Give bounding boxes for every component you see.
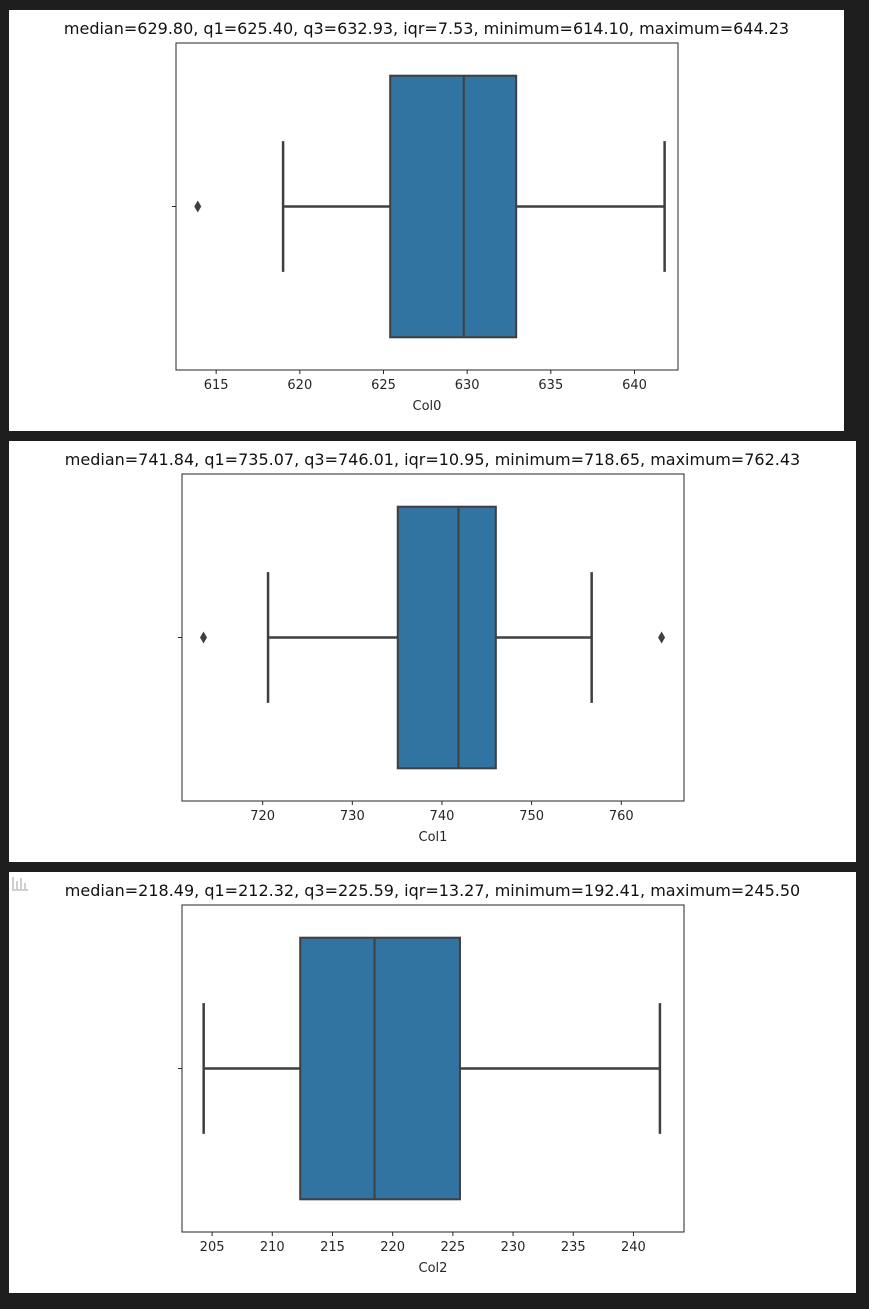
x-tick-label: 225 (440, 1240, 465, 1255)
x-axis-label: Col2 (419, 1261, 448, 1276)
boxplot-col2: 205 210 215 220 225 230 235 240 Col2 (178, 904, 685, 1276)
x-tick-label: 760 (609, 809, 634, 824)
chart-title: median=629.80, q1=625.40, q3=632.93, iqr… (63, 19, 790, 38)
x-tick-label: 215 (320, 1240, 345, 1255)
x-tick-label: 625 (371, 378, 396, 393)
boxplot-col0: 615 620 625 630 635 640 Col0 (172, 42, 679, 414)
chart-panel-col1: median=741.84, q1=735.07, q3=746.01, iqr… (9, 441, 856, 862)
x-tick-label: 230 (501, 1240, 526, 1255)
x-tick-label: 740 (430, 809, 455, 824)
x-tick-label: 730 (340, 809, 365, 824)
x-tick-label: 720 (250, 809, 275, 824)
x-tick-label: 635 (538, 378, 563, 393)
boxplot-col1: 720 730 740 750 760 Col1 (178, 473, 685, 845)
x-tick-label: 205 (200, 1240, 225, 1255)
x-tick-label: 235 (561, 1240, 586, 1255)
x-axis-label: Col1 (419, 830, 448, 845)
x-tick-label: 750 (519, 809, 544, 824)
x-tick-label: 220 (380, 1240, 405, 1255)
chart-title: median=741.84, q1=735.07, q3=746.01, iqr… (64, 450, 801, 469)
iqr-box (396, 505, 497, 770)
outlier-point (658, 631, 666, 644)
bar-chart-icon[interactable] (11, 876, 29, 892)
x-axis-label: Col0 (413, 399, 442, 414)
x-tick-label: 640 (622, 378, 647, 393)
x-tick-label: 240 (621, 1240, 646, 1255)
x-tick-label: 210 (260, 1240, 285, 1255)
x-tick-label: 630 (455, 378, 480, 393)
x-tick-label: 615 (204, 378, 229, 393)
x-tick-label: 620 (287, 378, 312, 393)
outlier-point (194, 200, 202, 213)
chart-panel-col2: median=218.49, q1=212.32, q3=225.59, iqr… (9, 872, 856, 1293)
iqr-box (389, 74, 518, 339)
chart-title: median=218.49, q1=212.32, q3=225.59, iqr… (64, 881, 801, 900)
iqr-box (299, 936, 461, 1201)
chart-panel-col0: median=629.80, q1=625.40, q3=632.93, iqr… (9, 10, 844, 431)
outlier-point (200, 631, 208, 644)
